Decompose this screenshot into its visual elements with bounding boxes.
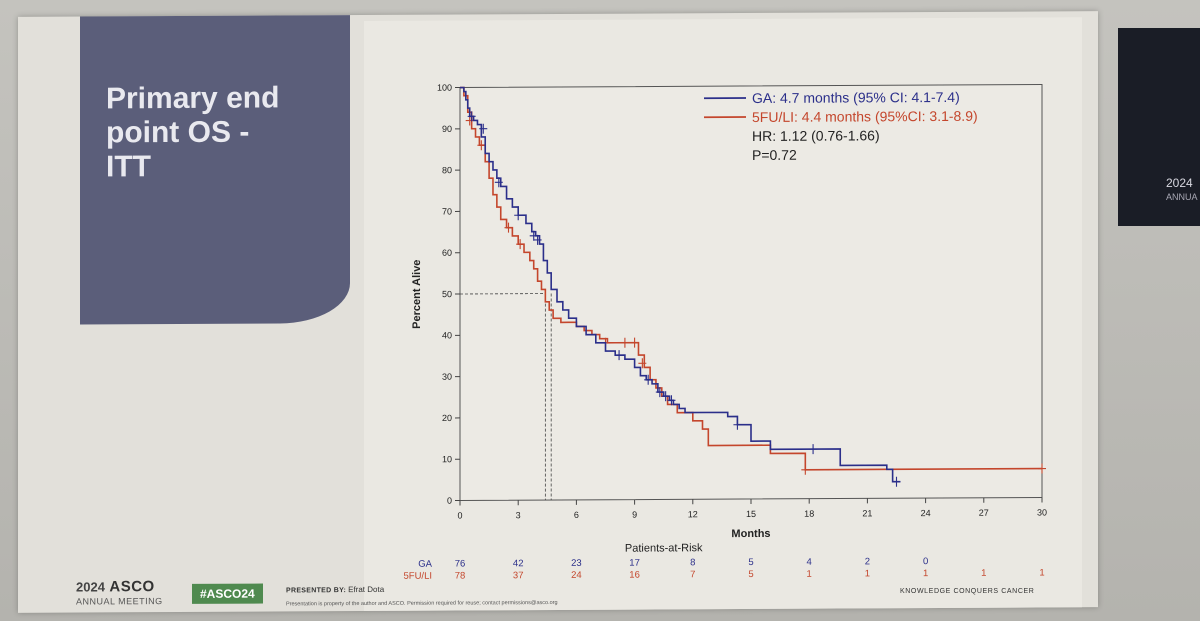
y-tick-label: 60: [442, 248, 452, 258]
tagline: KNOWLEDGE CONQUERS CANCER: [900, 588, 1035, 595]
y-tick-label: 30: [442, 372, 452, 382]
at-risk-value: 1: [981, 568, 986, 579]
x-tick-label: 12: [688, 509, 698, 519]
asco-logo: 2024 ASCO ANNUAL MEETING: [76, 578, 186, 607]
at-risk-value: 2: [865, 556, 870, 567]
side-screen-year: 2024: [1166, 176, 1193, 190]
presenter-line: PRESENTED BY: Efrat Dota: [286, 585, 384, 595]
side-screen-subtitle: ANNUA: [1166, 192, 1198, 202]
x-tick-label: 9: [632, 510, 637, 520]
logo-year: 2024: [76, 579, 105, 595]
x-tick-label: 18: [804, 509, 814, 519]
x-tick-label: 0: [457, 511, 462, 521]
survival-curve-5fu-li: [460, 86, 1042, 471]
presenter-label: PRESENTED BY:: [286, 587, 347, 595]
y-tick-label: 20: [442, 413, 452, 423]
at-risk-value: 78: [455, 570, 466, 581]
at-risk-value: 4: [807, 557, 812, 568]
hazard-ratio-annotation: HR: 1.12 (0.76-1.66): [752, 127, 880, 144]
at-risk-row-label: 5FU/LI: [403, 571, 432, 582]
at-risk-value: 17: [629, 558, 640, 569]
at-risk-value: 16: [629, 570, 640, 581]
slide-title: Primary end point OS - ITT: [106, 81, 280, 184]
logo-subtitle: ANNUAL MEETING: [76, 596, 163, 607]
y-tick-label: 40: [442, 330, 452, 340]
x-tick-label: 3: [516, 510, 521, 520]
at-risk-row-label: GA: [418, 559, 432, 570]
x-tick-label: 15: [746, 509, 756, 519]
side-screen: 2024 ANNUA: [1118, 28, 1200, 226]
y-tick-label: 50: [442, 289, 452, 299]
at-risk-value: 23: [571, 558, 582, 569]
y-tick-label: 0: [447, 496, 452, 506]
at-risk-value: 37: [513, 570, 524, 581]
y-tick-label: 100: [437, 83, 452, 93]
at-risk-value: 5: [748, 569, 753, 580]
y-axis-label: Percent Alive: [411, 260, 423, 329]
presentation-slide: Primary end point OS - ITT 0 10 20 30 40 50 60…: [18, 11, 1098, 613]
y-tick-label: 70: [442, 206, 452, 216]
at-risk-value: 1: [923, 568, 928, 579]
presenter-name: Efrat Dota: [348, 584, 385, 595]
at-risk-value: 5: [748, 557, 753, 568]
x-tick-label: 21: [862, 508, 872, 518]
at-risk-value: 76: [455, 558, 466, 569]
x-tick-label: 6: [574, 510, 579, 520]
p-value-annotation: P=0.72: [752, 147, 797, 163]
at-risk-value: 1: [865, 568, 870, 579]
at-risk-value: 0: [923, 556, 928, 567]
y-tick-label: 80: [442, 165, 452, 175]
x-tick-label: 30: [1037, 507, 1047, 517]
hashtag-badge: #ASCO24: [192, 583, 263, 604]
at-risk-value: 1: [807, 569, 812, 580]
y-tick-label: 90: [442, 124, 452, 134]
x-tick-label: 24: [921, 508, 931, 518]
logo-name: ASCO: [109, 578, 155, 596]
at-risk-value: 7: [690, 569, 695, 580]
title-panel: Primary end point OS - ITT: [80, 15, 350, 325]
at-risk-value: 8: [690, 557, 695, 568]
at-risk-value: 1: [1039, 567, 1044, 578]
legend-entry: 5FU/LI: 4.4 months (95%CI: 3.1-8.9): [752, 108, 978, 125]
at-risk-value: 24: [571, 570, 582, 581]
survival-curve-ga: [460, 86, 901, 483]
at-risk-title: Patients-at-Risk: [625, 542, 703, 554]
legend-entry: GA: 4.7 months (95% CI: 4.1-7.4): [752, 89, 960, 106]
at-risk-value: 42: [513, 558, 524, 569]
x-axis-label: Months: [731, 528, 770, 540]
y-tick-label: 10: [442, 454, 452, 464]
x-tick-label: 27: [979, 508, 989, 518]
